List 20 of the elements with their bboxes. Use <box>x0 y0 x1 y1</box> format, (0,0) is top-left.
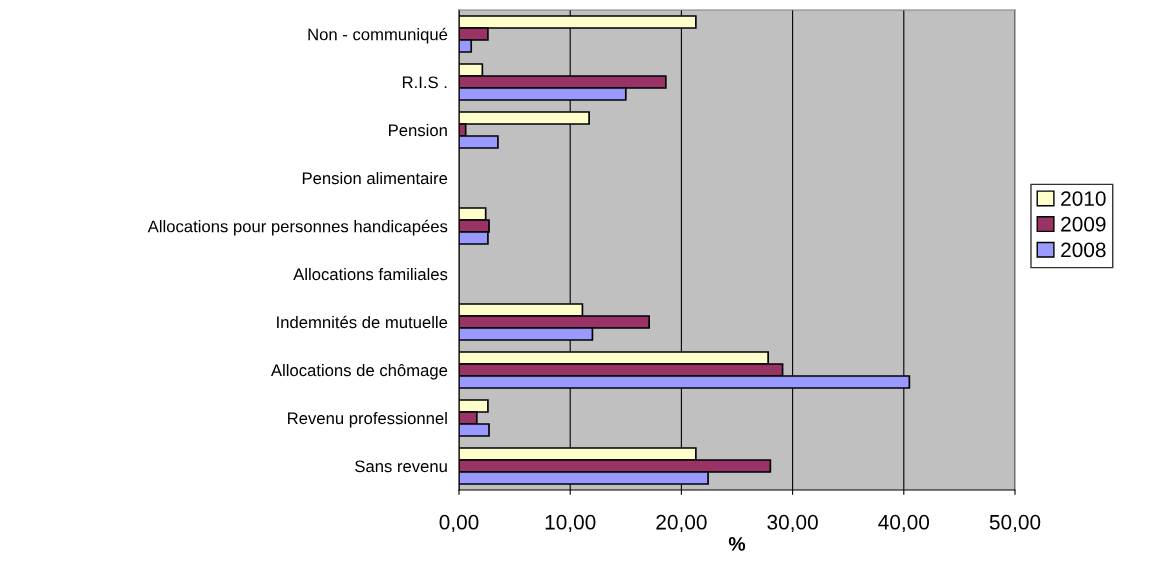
y-tick-label: Pension alimentaire <box>302 171 448 185</box>
y-tick-label: R.I.S . <box>402 76 447 89</box>
y-tick-label: Sans revenu <box>355 460 447 473</box>
x-tick-label: 40,00 <box>878 514 930 533</box>
x-axis-title: % <box>728 537 746 551</box>
y-tick-label: Allocations de chômage <box>270 363 448 380</box>
y-tick-label: Revenu professionnel <box>288 411 447 428</box>
legend-label: 2008 <box>1061 242 1106 258</box>
legend-label: 2010 <box>1061 191 1106 206</box>
x-tick-label: 0,00 <box>439 514 479 533</box>
y-tick-label: Allocations pour personnes handicapées <box>147 219 448 236</box>
y-tick-label: Allocations familiales <box>293 267 448 281</box>
y-tick-label: Pension <box>389 123 447 137</box>
x-tick-label: 10,00 <box>545 514 596 533</box>
x-tick-label: 20,00 <box>656 514 707 533</box>
legend-label: 2009 <box>1061 216 1106 232</box>
y-tick-label: Indemnités de mutuelle <box>277 315 448 329</box>
x-tick-label: 30,00 <box>767 514 818 533</box>
y-tick-label: Non - communiqué <box>308 27 448 44</box>
x-tick-label: 50,00 <box>989 514 1041 533</box>
